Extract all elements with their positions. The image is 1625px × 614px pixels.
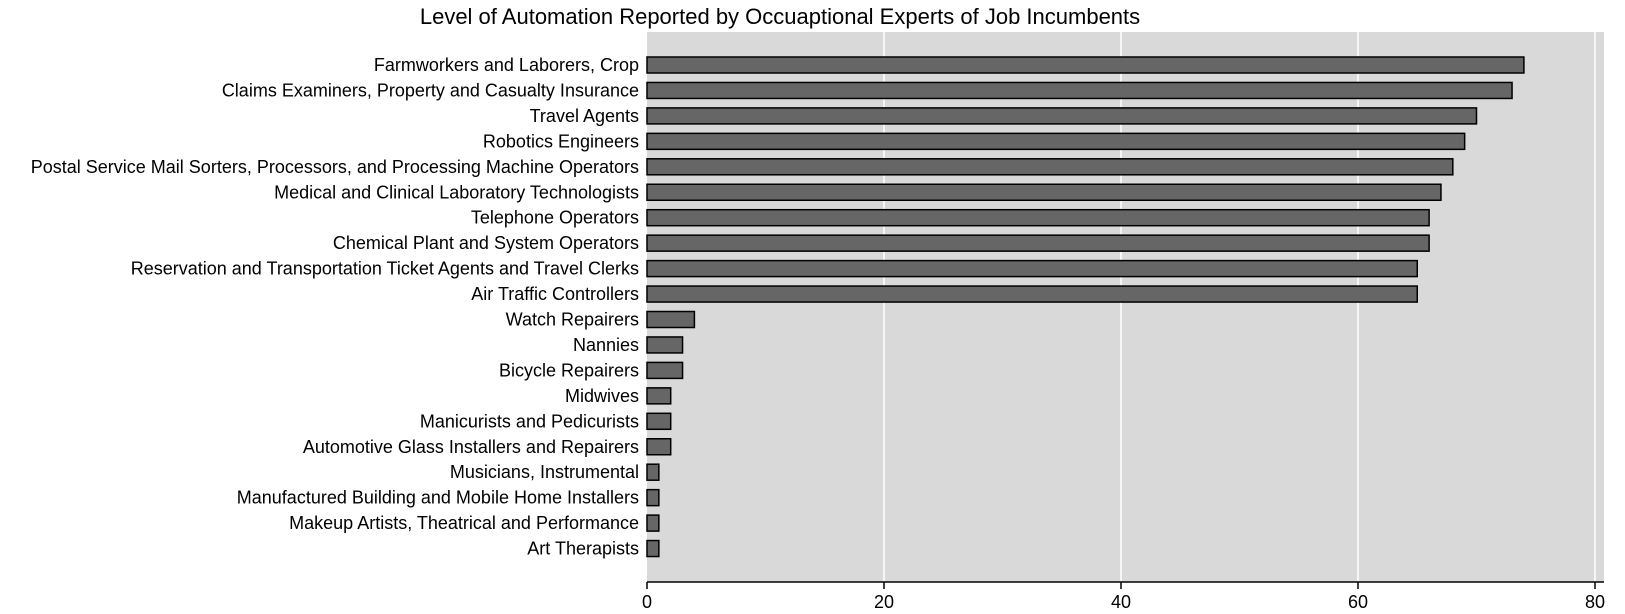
bars bbox=[646, 56, 1525, 558]
category-label: Claims Examiners, Property and Casualty … bbox=[222, 80, 639, 100]
category-label: Manicurists and Pedicurists bbox=[420, 411, 639, 431]
category-label: Makeup Artists, Theatrical and Performan… bbox=[289, 513, 639, 533]
bar bbox=[646, 183, 1442, 201]
bar bbox=[646, 81, 1513, 100]
x-tick-label: 80 bbox=[1585, 592, 1605, 612]
chart-title: Level of Automation Reported by Occuapti… bbox=[420, 4, 1140, 29]
bar bbox=[646, 259, 1418, 278]
category-label: Musicians, Instrumental bbox=[450, 462, 639, 482]
bar bbox=[646, 514, 660, 532]
category-label: Reservation and Transportation Ticket Ag… bbox=[131, 259, 639, 279]
category-label: Chemical Plant and System Operators bbox=[333, 233, 639, 253]
bar bbox=[646, 208, 1430, 227]
category-label: Watch Repairers bbox=[506, 310, 639, 330]
bar bbox=[646, 107, 1478, 125]
bar bbox=[646, 387, 672, 405]
bar bbox=[646, 463, 660, 481]
category-label: Telephone Operators bbox=[471, 208, 639, 228]
x-tick-label: 40 bbox=[1111, 592, 1131, 612]
bar bbox=[646, 438, 672, 456]
x-tick-label: 60 bbox=[1348, 592, 1368, 612]
category-label: Postal Service Mail Sorters, Processors,… bbox=[31, 157, 639, 177]
category-label: Automotive Glass Installers and Repairer… bbox=[303, 437, 639, 457]
x-tick-label: 20 bbox=[874, 592, 894, 612]
bar bbox=[646, 234, 1430, 252]
category-label: Robotics Engineers bbox=[483, 131, 639, 151]
category-label: Air Traffic Controllers bbox=[471, 284, 639, 304]
category-label: Farmworkers and Laborers, Crop bbox=[374, 55, 639, 75]
category-label: Medical and Clinical Laboratory Technolo… bbox=[274, 182, 639, 202]
bar bbox=[646, 158, 1454, 176]
bar bbox=[646, 539, 660, 558]
bar bbox=[646, 310, 696, 329]
bar bbox=[646, 336, 684, 354]
bar bbox=[646, 56, 1525, 74]
bar bbox=[646, 412, 672, 431]
category-label: Nannies bbox=[573, 335, 639, 355]
bar bbox=[646, 488, 660, 507]
category-label: Art Therapists bbox=[527, 539, 639, 559]
category-label: Travel Agents bbox=[530, 106, 639, 126]
x-tick-label: 0 bbox=[642, 592, 652, 612]
category-label: Manufactured Building and Mobile Home In… bbox=[237, 488, 639, 508]
x-axis-ticks: 0 20 40 60 80 bbox=[642, 582, 1605, 612]
category-label: Bicycle Repairers bbox=[499, 360, 639, 380]
category-labels: Farmworkers and Laborers, Crop Claims Exa… bbox=[31, 55, 639, 559]
bar bbox=[646, 132, 1466, 151]
bar bbox=[646, 361, 684, 380]
category-label: Midwives bbox=[565, 386, 639, 406]
bar bbox=[646, 285, 1418, 303]
